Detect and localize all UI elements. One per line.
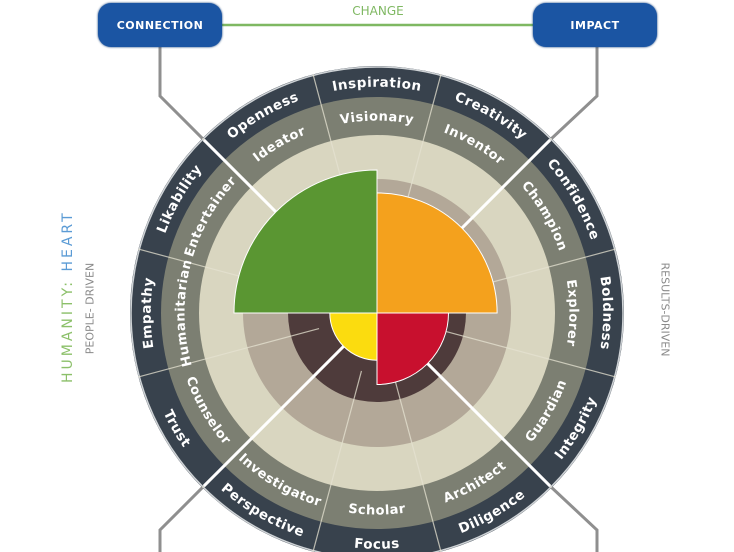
ring-label: Visionary — [339, 109, 415, 127]
quadrant-orange — [376, 192, 498, 314]
connector-line — [158, 47, 205, 141]
ring-label: Scholar — [347, 502, 406, 519]
sector-divider — [391, 370, 442, 552]
sector-divider — [312, 370, 363, 552]
sector-divider — [434, 327, 616, 378]
ring-label-text: Boldness — [596, 275, 614, 351]
ring-label-text: Scholar — [347, 502, 406, 519]
ring-label-text: Humanitarian — [173, 258, 195, 368]
quadrant-green — [233, 169, 378, 314]
results-driven-label: RESULTS-DRIVEN — [658, 262, 672, 357]
ring-label-text: Visionary — [339, 109, 415, 127]
change-label: CHANGE — [352, 4, 404, 18]
ring-label-text: Empathy — [139, 276, 157, 350]
ring-label: Humanitarian — [173, 258, 195, 368]
connector-line — [549, 47, 599, 141]
ring-label: Boldness — [596, 275, 615, 351]
people-driven-label: PEOPLE- DRIVEN — [83, 262, 97, 355]
connection-box: CONNECTION — [98, 3, 222, 47]
connection-label: CONNECTION — [116, 18, 204, 32]
ring-label: Empathy — [139, 276, 158, 350]
connector-line-inner — [426, 362, 552, 488]
heart-text: HEART — [60, 210, 76, 272]
connector-line — [549, 485, 599, 552]
connector-line — [158, 485, 205, 552]
connector-line-inner — [202, 345, 345, 488]
connector-line-inner — [460, 138, 552, 230]
impact-box: IMPACT — [533, 3, 657, 47]
ring-label: Focus — [354, 536, 401, 552]
humanity-text: HUMANITY: — [60, 279, 76, 383]
ring-label-text: Inspiration — [331, 75, 423, 95]
ring-label: Inspiration — [331, 75, 423, 95]
quadrant-yellow — [329, 312, 378, 361]
wheel-border — [130, 66, 624, 552]
impact-label: IMPACT — [570, 18, 620, 32]
ring-label-text: Focus — [354, 536, 400, 552]
sector-divider — [138, 327, 320, 378]
connector-line-inner — [202, 138, 277, 213]
humanity-heart-label: HUMANITY: HEART — [60, 210, 76, 383]
